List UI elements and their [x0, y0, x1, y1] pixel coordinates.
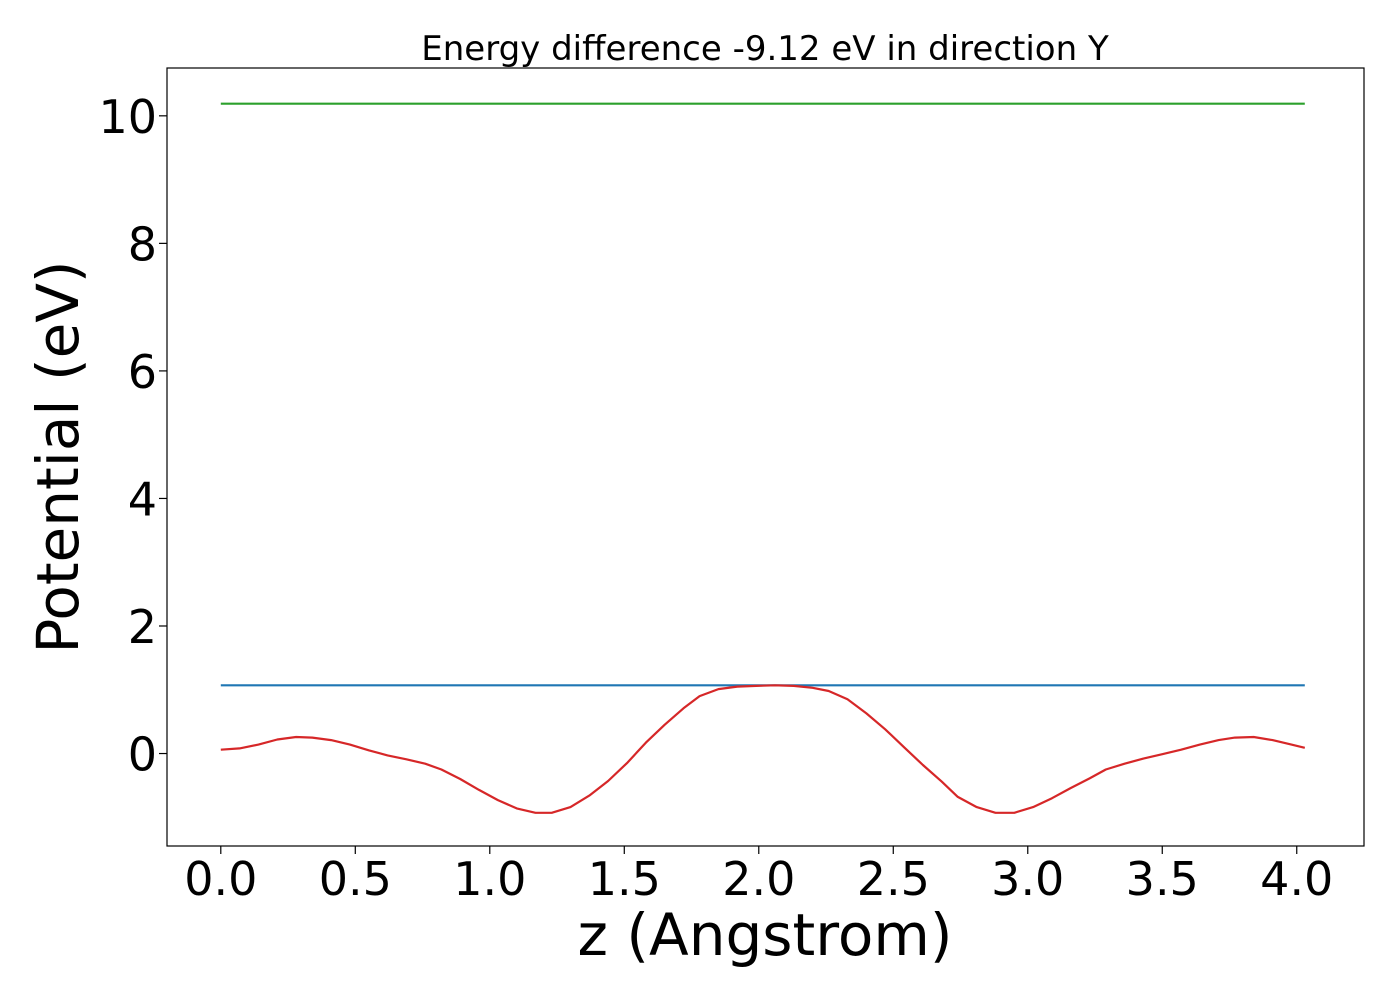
chart-title: Energy difference -9.12 eV in direction …	[421, 29, 1109, 69]
x-tick-label: 1.0	[453, 852, 526, 906]
x-tick-label: 3.0	[991, 852, 1064, 906]
x-axis: 0.0 0.5 1.0 1.5 2.0 2.5 3.0 3.5 4.0	[184, 846, 1333, 906]
plot-area	[220, 102, 1306, 814]
x-tick-label: 1.5	[588, 852, 661, 906]
y-axis: 0 2 4 6 8 10	[98, 90, 167, 782]
y-tick-label: 0	[128, 728, 157, 782]
series-line-red	[220, 684, 1306, 814]
x-tick-label: 3.5	[1126, 852, 1199, 906]
x-tick-label: 0.0	[184, 852, 257, 906]
y-tick-label: 6	[128, 345, 157, 399]
x-tick-label: 2.5	[857, 852, 930, 906]
plot-frame	[166, 67, 1365, 847]
x-axis-label: z (Angstrom)	[578, 901, 953, 969]
x-tick-label: 2.0	[722, 852, 795, 906]
y-tick-label: 10	[98, 90, 157, 144]
y-tick-label: 4	[128, 472, 157, 526]
x-tick-label: 4.0	[1260, 852, 1333, 906]
y-tick-label: 8	[128, 217, 157, 271]
y-tick-label: 2	[128, 600, 157, 654]
x-tick-label: 0.5	[319, 852, 392, 906]
y-axis-label: Potential (eV)	[24, 260, 92, 653]
